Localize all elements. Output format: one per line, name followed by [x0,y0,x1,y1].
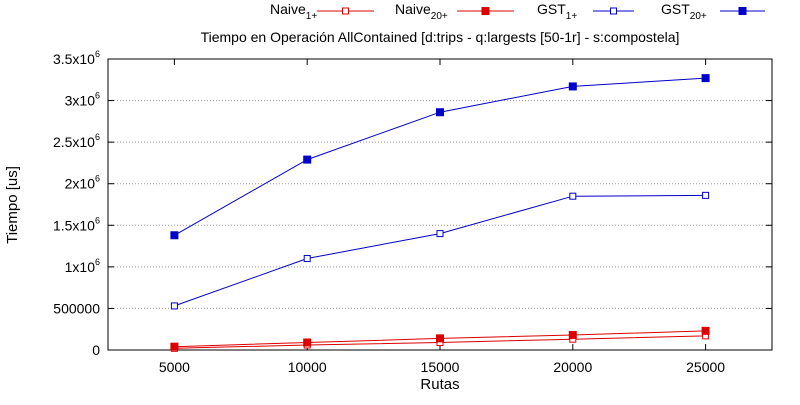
data-point [303,155,312,164]
y-axis-title: Tiempo [us] [4,166,21,244]
x-tick-label: 10000 [288,359,327,375]
axes: 0 500000 1x106 1.5x106 2x106 2.5x106 3x106 3.5x… [53,49,773,375]
series-gst-1plus [170,191,710,310]
y-tick-exponent: 6 [95,215,100,225]
data-point [702,191,710,199]
legend-marker [481,7,490,15]
legend-label: Naive20+ [395,1,448,22]
legend-item: Naive20+ [395,1,514,22]
legend-subscript: 1+ [306,11,318,22]
data-point [701,326,710,335]
y-tick-exponent: 6 [95,91,100,101]
legend-subscript: 20+ [690,11,707,22]
plot-frame [107,58,773,351]
data-point [170,231,179,240]
y-tick-exponent: 6 [95,257,100,267]
series-layer [170,74,710,352]
data-point [436,334,444,343]
legend-subscript: 1+ [566,11,578,22]
data-point [170,302,178,310]
series-naive-20plus [170,326,710,351]
y-tick-label: 1x106 [65,257,100,275]
series-gst-20plus [170,74,710,240]
legend-item: GST1+ [537,1,634,22]
x-tick-label: 5000 [159,359,190,375]
chart-title: Tiempo en Operación AllContained [d:trip… [201,29,680,45]
legend-label: GST20+ [661,1,707,22]
legend-marker [610,7,617,15]
y-tick-label: 1.5x106 [53,215,100,233]
legend-item: Naive1+ [270,1,374,22]
y-tick-label: 2x106 [65,174,100,192]
legend-subscript: 20+ [431,11,448,22]
data-point [170,342,179,351]
legend: Naive1+ Naive20+ GST1+ GST20+ [270,1,765,22]
data-point [436,230,444,238]
x-axis-title: Rutas [420,376,459,393]
y-tick-label: 3x106 [65,91,100,109]
data-point [701,74,710,83]
y-tick-label: 0 [92,342,100,358]
data-point [303,338,312,347]
x-tick-label: 15000 [421,359,460,375]
data-point [568,82,577,91]
data-point [303,255,311,263]
y-tick-label: 2.5x106 [53,132,100,150]
legend-marker [342,7,349,15]
data-point [569,192,577,200]
gridlines [108,100,772,309]
legend-label: Naive1+ [270,1,317,22]
data-point [436,108,444,117]
data-point [568,331,577,340]
y-tick-exponent: 6 [95,174,100,184]
x-tick-label: 20000 [553,359,592,375]
y-tick-label: 500000 [53,300,100,316]
legend-label: GST1+ [537,1,577,22]
x-tick-label: 25000 [686,359,725,375]
series-line [174,194,706,307]
y-tick-exponent: 6 [95,49,100,59]
legend-marker [738,7,747,15]
series-line [174,77,706,236]
y-tick-exponent: 6 [95,132,100,142]
y-tick-label: 3.5x106 [53,49,100,67]
legend-item: GST20+ [661,1,765,22]
